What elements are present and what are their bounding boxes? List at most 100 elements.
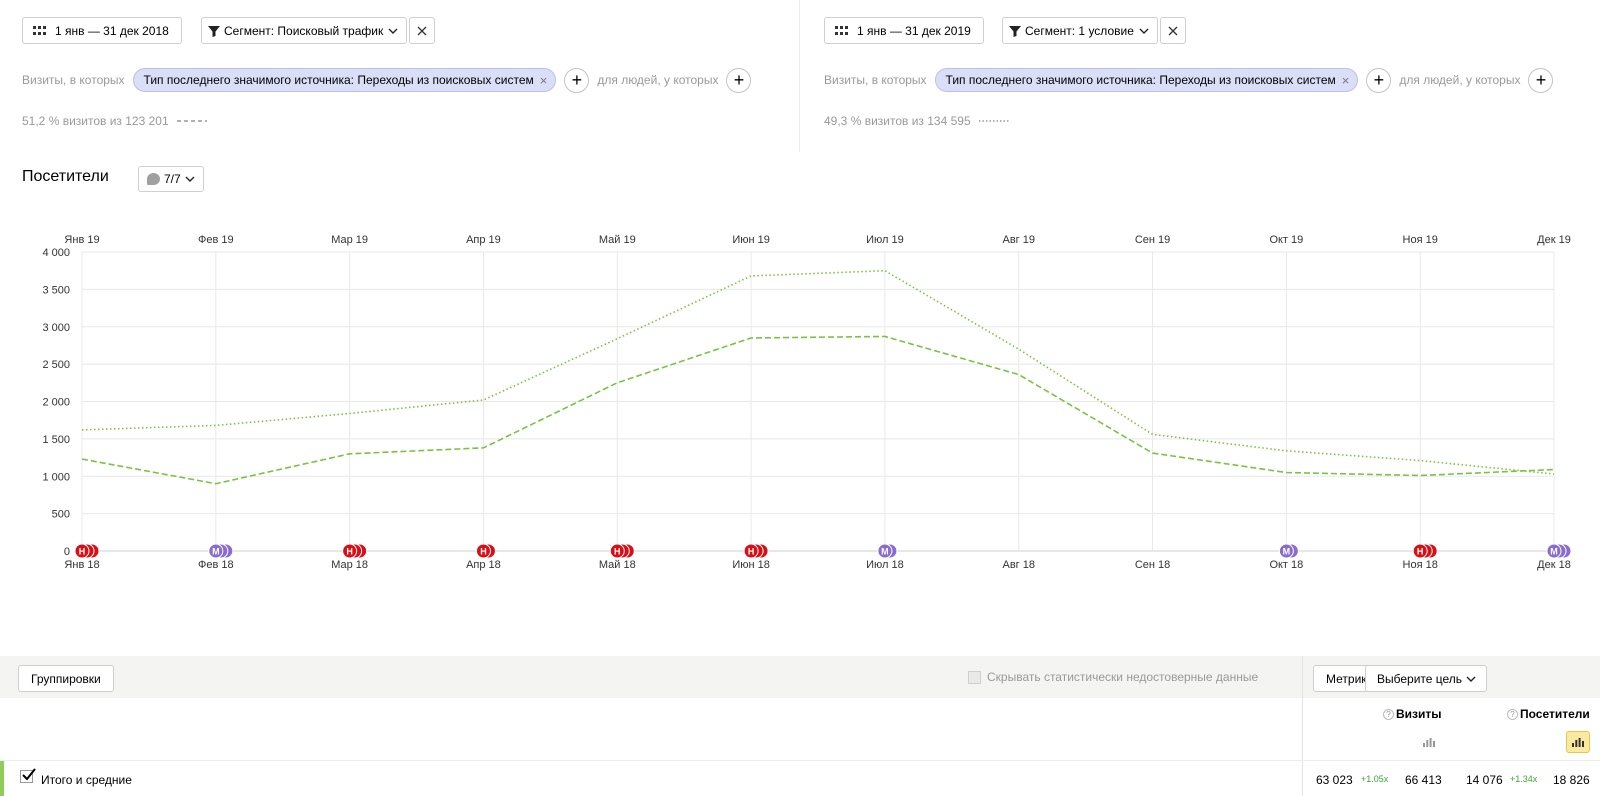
x-top-tick-label: Июл 19 xyxy=(866,234,904,246)
x-bottom-tick-label: Дек 18 xyxy=(1537,559,1571,571)
row-separator xyxy=(0,760,1600,761)
segment-button[interactable]: Сегмент: Поисковый трафик xyxy=(201,17,408,44)
annotation-letter: М xyxy=(881,547,889,557)
annotation-marker: Н xyxy=(743,543,769,559)
condition-chip[interactable]: Тип последнего значимого источника: Пере… xyxy=(132,68,557,92)
add-visit-condition-button[interactable]: + xyxy=(564,67,590,93)
column-header-visits[interactable]: ? Визиты xyxy=(1383,707,1442,721)
annotation-letter: М xyxy=(212,547,220,557)
segment-button[interactable]: Сегмент: 1 условие xyxy=(1002,17,1158,44)
column-header-visitors[interactable]: ? Посетители xyxy=(1507,707,1590,721)
chevron-down-icon xyxy=(1139,28,1149,34)
annotation-marker: Н xyxy=(475,543,496,559)
date-range-button[interactable]: 1 янв — 31 дек 2018 xyxy=(22,17,182,44)
annotation-circle xyxy=(743,543,759,559)
annotation-marker: М xyxy=(1546,543,1572,559)
date-range-label: 1 янв — 31 дек 2019 xyxy=(857,23,971,38)
hide-unreliable-label: Скрывать статистически недостоверные дан… xyxy=(987,670,1259,684)
column-label: Посетители xyxy=(1520,707,1590,721)
close-icon xyxy=(1168,26,1178,35)
chevron-down-icon xyxy=(185,176,195,182)
visitors-value-b: 18 826 xyxy=(1553,773,1590,787)
calendar-icon xyxy=(835,25,848,35)
filter-icon xyxy=(208,25,220,37)
row-checkbox[interactable] xyxy=(20,768,36,783)
segment-conditions-row: Визиты, в которых Тип последнего значимо… xyxy=(22,67,759,93)
segment-panel-left: 1 янв — 31 дек 2018 Сегмент: Поисковый т… xyxy=(0,0,800,152)
annotation-marker: М xyxy=(877,543,898,559)
condition-chip[interactable]: Тип последнего значимого источника: Пере… xyxy=(934,68,1359,92)
x-bottom-tick-label: Авг 18 xyxy=(1002,559,1034,571)
date-range-label: 1 янв — 31 дек 2018 xyxy=(55,23,169,38)
segment-remove-button[interactable] xyxy=(1160,17,1186,44)
x-bottom-tick-label: Мар 18 xyxy=(331,559,368,571)
visitors-chart-toggle[interactable] xyxy=(1566,731,1590,753)
chip-close-icon[interactable]: × xyxy=(1341,72,1350,88)
date-range-button[interactable]: 1 янв — 31 дек 2019 xyxy=(824,17,984,44)
help-icon[interactable]: ? xyxy=(1383,708,1394,720)
annotation-letter: Н xyxy=(480,547,487,557)
visits-chart-toggle[interactable] xyxy=(1417,731,1441,753)
notes-count: 7/7 xyxy=(164,172,181,186)
annotation-letter: Н xyxy=(614,547,621,557)
filter-icon xyxy=(1009,25,1021,37)
x-top-tick-label: Ноя 19 xyxy=(1403,234,1438,246)
annotation-letter: Н xyxy=(346,547,353,557)
y-tick-label: 500 xyxy=(52,509,70,521)
x-top-tick-label: Фев 19 xyxy=(198,234,234,246)
x-bottom-tick-label: Янв 18 xyxy=(64,559,99,571)
segment-stat: 51,2 % визитов из 123 201 xyxy=(22,114,207,128)
visits-value-a: 63 023 xyxy=(1316,773,1353,787)
annotation-circle xyxy=(1278,543,1294,559)
bar-chart-icon xyxy=(1423,738,1435,747)
annotation-circle xyxy=(1412,543,1428,559)
segment-label: Сегмент: Поисковый трафик xyxy=(224,23,384,38)
y-tick-label: 0 xyxy=(64,546,70,558)
y-tick-label: 3 500 xyxy=(42,284,70,296)
notes-filter-button[interactable]: 7/7 xyxy=(138,166,204,192)
add-people-condition-button[interactable]: + xyxy=(1528,67,1554,93)
x-top-tick-label: Дек 19 xyxy=(1537,234,1571,246)
table-row: Итого и средние 63 023 +1.05x 66 413 14 … xyxy=(0,761,1600,796)
visitors-ratio: +1.34x xyxy=(1510,774,1538,784)
chip-close-icon[interactable]: × xyxy=(539,72,548,88)
x-bottom-tick-label: Май 18 xyxy=(599,559,636,571)
row-color-marker xyxy=(0,761,4,796)
y-tick-label: 2 000 xyxy=(42,397,70,409)
x-top-tick-label: Окт 19 xyxy=(1269,234,1303,246)
add-people-condition-button[interactable]: + xyxy=(726,67,752,93)
choose-goal-dropdown[interactable]: Выберите цель xyxy=(1365,665,1488,692)
bar-chart-icon xyxy=(1572,738,1584,747)
help-icon[interactable]: ? xyxy=(1507,708,1518,720)
segment-panel-right: 1 янв — 31 дек 2019 Сегмент: 1 условие В… xyxy=(801,0,1600,152)
segment-label: Сегмент: 1 условие xyxy=(1025,23,1134,38)
x-top-tick-label: Авг 19 xyxy=(1002,234,1034,246)
chart-series xyxy=(81,269,1555,485)
annotation-marker: Н xyxy=(609,543,635,559)
annotation-letter: Н xyxy=(79,547,86,557)
hide-unreliable-checkbox[interactable]: Скрывать статистически недостоверные дан… xyxy=(968,670,1258,684)
x-top-tick-label: Май 19 xyxy=(599,234,636,246)
x-bottom-tick-label: Фев 18 xyxy=(198,559,234,571)
visitors-value-a: 14 076 xyxy=(1466,773,1503,787)
y-tick-label: 4 000 xyxy=(42,247,70,259)
add-visit-condition-button[interactable]: + xyxy=(1366,67,1392,93)
annotation-marker: Н xyxy=(342,543,368,559)
annotation-marker: М xyxy=(1278,543,1299,559)
annotation-letter: Н xyxy=(748,547,755,557)
people-label: для людей, у которых xyxy=(597,73,719,87)
visits-value-b: 66 413 xyxy=(1405,773,1442,787)
chart-title: Посетители xyxy=(22,168,109,185)
x-bottom-tick-label: Апр 18 xyxy=(466,559,501,571)
visits-prefix: Визиты, в которых xyxy=(824,73,927,87)
annotation-letter: Н xyxy=(1417,547,1424,557)
segment-conditions-row: Визиты, в которых Тип последнего значимо… xyxy=(824,67,1561,93)
x-bottom-tick-label: Сен 18 xyxy=(1135,559,1170,571)
annotation-circle xyxy=(475,543,491,559)
checkbox[interactable] xyxy=(968,670,981,684)
segment-remove-button[interactable] xyxy=(409,17,435,44)
annotation-circle xyxy=(609,543,625,559)
x-bottom-tick-label: Окт 18 xyxy=(1269,559,1303,571)
groupings-button[interactable]: Группировки xyxy=(18,665,114,692)
